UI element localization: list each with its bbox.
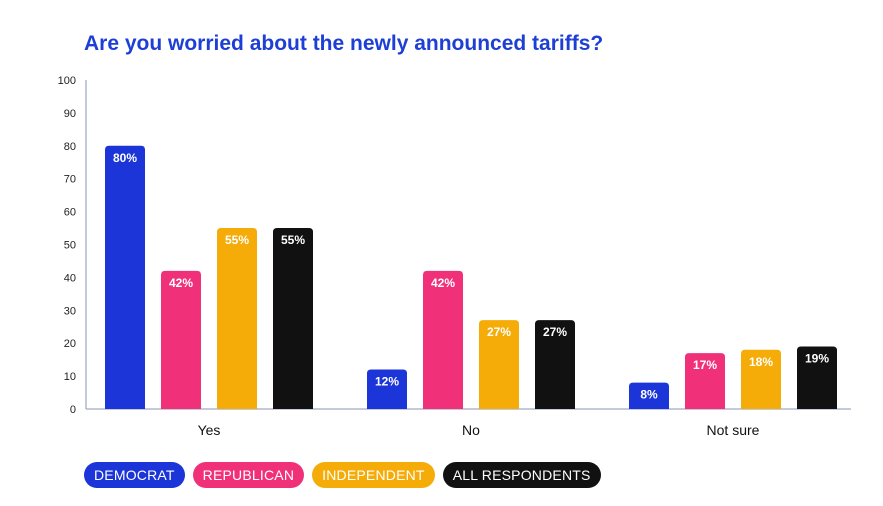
bar-data-label: 17% bbox=[693, 358, 717, 372]
y-tick-label: 60 bbox=[64, 207, 76, 219]
bar-republican bbox=[685, 353, 725, 409]
y-tick-label: 10 bbox=[64, 371, 76, 383]
bar-data-label: 19% bbox=[805, 351, 829, 365]
y-tick-label: 40 bbox=[64, 272, 76, 284]
bar-data-label: 55% bbox=[225, 233, 249, 247]
y-tick-label: 90 bbox=[64, 108, 76, 120]
bar-data-label: 18% bbox=[749, 355, 773, 369]
bar-independent bbox=[217, 228, 257, 409]
bar-independent bbox=[741, 349, 781, 409]
y-tick-label: 80 bbox=[64, 141, 76, 153]
bar-independent bbox=[479, 320, 519, 409]
bar-data-label: 42% bbox=[431, 276, 455, 290]
bar-democrat bbox=[105, 145, 145, 410]
bar-data-label: 27% bbox=[543, 325, 567, 339]
y-tick-label: 0 bbox=[70, 404, 76, 416]
bar-democrat bbox=[629, 382, 669, 409]
bar-democrat bbox=[367, 369, 407, 409]
bar-data-label: 8% bbox=[640, 388, 658, 402]
x-category-label: No bbox=[462, 422, 480, 438]
legend: DEMOCRAT REPUBLICAN INDEPENDENT ALL RESP… bbox=[84, 462, 601, 488]
y-tick-label: 50 bbox=[64, 240, 76, 252]
bar-all-respondents bbox=[535, 320, 575, 409]
bar-data-label: 80% bbox=[113, 151, 137, 165]
legend-item-independent: INDEPENDENT bbox=[312, 462, 435, 488]
x-category-label: Yes bbox=[198, 422, 221, 438]
bar-data-label: 42% bbox=[169, 276, 193, 290]
bar-data-label: 27% bbox=[487, 325, 511, 339]
y-tick-label: 20 bbox=[64, 338, 76, 350]
y-tick-label: 70 bbox=[64, 174, 76, 186]
chart-title: Are you worried about the newly announce… bbox=[84, 32, 604, 55]
bar-republican bbox=[423, 270, 463, 409]
y-tick-label: 100 bbox=[58, 75, 76, 87]
bar-all-respondents bbox=[797, 346, 837, 409]
bar-data-label: 55% bbox=[281, 233, 305, 247]
legend-item-all-respondents: ALL RESPONDENTS bbox=[442, 462, 601, 488]
bar-data-label: 12% bbox=[375, 375, 399, 389]
bar-republican bbox=[161, 270, 201, 409]
x-category-label: Not sure bbox=[707, 422, 760, 438]
y-tick-label: 30 bbox=[64, 305, 76, 317]
legend-item-republican: REPUBLICAN bbox=[192, 462, 305, 488]
legend-item-democrat: DEMOCRAT bbox=[84, 462, 185, 488]
bar-all-respondents bbox=[273, 228, 313, 409]
